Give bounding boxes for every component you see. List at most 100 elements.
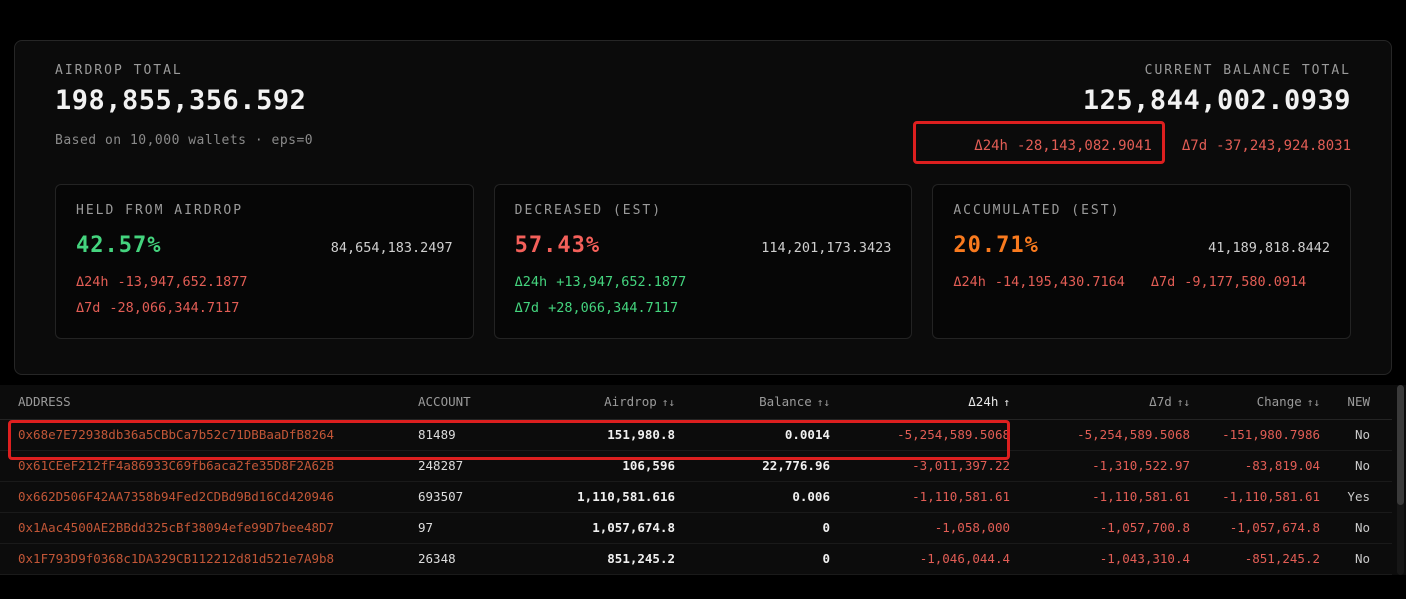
- account-count: 693507: [400, 481, 540, 513]
- decreased-delta-7d-label: Δ7d: [514, 300, 540, 316]
- wallet-address[interactable]: 0x68e7E72938db36a5CBbCa7b52c71DBBaaDfB82…: [0, 419, 400, 451]
- column-header-balance[interactable]: Balance ↑↓: [685, 385, 840, 420]
- new-flag: No: [1330, 419, 1392, 451]
- delta-7d: -5,254,589.5068: [1020, 419, 1200, 451]
- current-balance-value: 125,844,002.0939: [1082, 85, 1351, 116]
- balance-amount: 22,776.96: [685, 450, 840, 482]
- delta-24h: -1,110,581.61: [840, 481, 1020, 513]
- wallet-address[interactable]: 0x1F793D9f0368c1DA329CB112212d81d521e7A9…: [0, 543, 400, 575]
- accumulated-amount: 41,189,818.8442: [1208, 240, 1331, 256]
- airdrop-total-label: AIRDROP TOTAL: [55, 63, 183, 78]
- held-delta-24h: Δ24h -13,947,652.1877: [76, 274, 453, 290]
- percent-row: 20.71% 41,189,818.8442: [953, 233, 1330, 258]
- change-amount: -1,057,674.8: [1200, 512, 1330, 544]
- new-flag: No: [1330, 512, 1392, 544]
- current-balance-deltas: Δ24h -28,143,082.9041 Δ7d -37,243,924.80…: [974, 138, 1351, 154]
- sort-asc-icon[interactable]: ↑: [1003, 396, 1010, 410]
- sort-icon[interactable]: ↑↓: [661, 396, 675, 410]
- delta-7d: -1,110,581.61: [1020, 481, 1200, 513]
- table-row[interactable]: 0x61CEeF212fF4a86933C69fb6aca2fe35D8F2A6…: [0, 450, 1392, 482]
- delta-7d: -1,043,310.4: [1020, 543, 1200, 575]
- held-delta-24h-value: -13,947,652.1877: [117, 274, 248, 290]
- stat-card-accumulated: ACCUMULATED (EST) 20.71% 41,189,818.8442…: [932, 184, 1352, 339]
- stat-cards-row: HELD FROM AIRDROP 42.57% 84,654,183.2497…: [55, 184, 1352, 339]
- wallet-address[interactable]: 0x61CEeF212fF4a86933C69fb6aca2fe35D8F2A6…: [0, 450, 400, 482]
- delta-7d: -1,310,522.97: [1020, 450, 1200, 482]
- balance-delta-7d-label: Δ7d: [1181, 138, 1208, 154]
- balance-delta-7d-value: -37,243,924.8031: [1216, 138, 1351, 154]
- decreased-delta-7d: Δ7d +28,066,344.7117: [515, 300, 892, 316]
- card-title: ACCUMULATED (EST): [953, 203, 1121, 218]
- held-delta-7d-label: Δ7d: [76, 300, 101, 316]
- change-amount: -1,110,581.61: [1200, 481, 1330, 513]
- accumulated-percent: 20.71%: [953, 233, 1039, 258]
- balance-delta-24h-label: Δ24h: [974, 138, 1008, 154]
- accumulated-delta-7d: Δ7d -9,177,580.0914: [1151, 274, 1306, 290]
- accumulated-delta-24h-label: Δ24h: [953, 274, 986, 290]
- airdrop-amount: 1,110,581.616: [540, 481, 685, 513]
- account-count: 26348: [400, 543, 540, 575]
- balance-amount: 0.0014: [685, 419, 840, 451]
- column-header-address: ADDRESS: [0, 385, 400, 420]
- airdrop-amount: 851,245.2: [540, 543, 685, 575]
- balance-delta-24h: Δ24h -28,143,082.9041: [974, 138, 1152, 154]
- held-percent: 42.57%: [76, 233, 162, 258]
- wallet-table: ADDRESS ACCOUNT Airdrop ↑↓ Balance ↑↓ Δ24h…: [0, 385, 1392, 575]
- account-count: 97: [400, 512, 540, 544]
- table-row[interactable]: 0x1F793D9f0368c1DA329CB112212d81d521e7A9…: [0, 543, 1392, 575]
- stat-card-held-from-airdrop: HELD FROM AIRDROP 42.57% 84,654,183.2497…: [55, 184, 474, 339]
- airdrop-amount: 1,057,674.8: [540, 512, 685, 544]
- change-amount: -151,980.7986: [1200, 419, 1330, 451]
- sort-icon[interactable]: ↑↓: [1306, 396, 1320, 410]
- airdrop-total-value: 198,855,356.592: [55, 85, 307, 116]
- held-amount: 84,654,183.2497: [330, 240, 453, 256]
- accumulated-delta-24h: Δ24h -14,195,430.7164: [953, 274, 1125, 290]
- column-header-delta7d[interactable]: Δ7d ↑↓: [1020, 385, 1200, 420]
- table-row[interactable]: 0x662D506F42AA7358b94Fed2CDBd9Bd16Cd4209…: [0, 481, 1392, 513]
- summary-top: AIRDROP TOTAL 198,855,356.592 Based on 1…: [55, 63, 1351, 154]
- card-title: DECREASED (EST): [514, 203, 663, 218]
- card-deltas: Δ24h -14,195,430.7164 Δ7d -9,177,580.091…: [953, 274, 1330, 290]
- accumulated-delta-7d-value: -9,177,580.0914: [1184, 274, 1307, 290]
- table-row[interactable]: 0x1Aac4500AE2BBdd325cBf38094efe99D7bee48…: [0, 512, 1392, 544]
- account-count: 248287: [400, 450, 540, 482]
- airdrop-total-block: AIRDROP TOTAL 198,855,356.592 Based on 1…: [55, 63, 313, 154]
- column-header-account: ACCOUNT: [400, 385, 540, 420]
- percent-row: 42.57% 84,654,183.2497: [76, 233, 453, 258]
- stat-card-decreased: DECREASED (EST) 57.43% 114,201,173.3423 …: [493, 184, 913, 339]
- balance-amount: 0: [685, 512, 840, 544]
- delta-7d: -1,057,700.8: [1020, 512, 1200, 544]
- wallet-address[interactable]: 0x662D506F42AA7358b94Fed2CDBd9Bd16Cd4209…: [0, 481, 400, 513]
- column-header-airdrop[interactable]: Airdrop ↑↓: [540, 385, 685, 420]
- change-amount: -851,245.2: [1200, 543, 1330, 575]
- decreased-percent: 57.43%: [514, 233, 601, 258]
- summary-panel: AIRDROP TOTAL 198,855,356.592 Based on 1…: [14, 40, 1392, 375]
- decreased-delta-24h: Δ24h +13,947,652.1877: [515, 274, 892, 290]
- scrollbar-thumb[interactable]: [1397, 385, 1404, 505]
- current-balance-block: CURRENT BALANCE TOTAL 125,844,002.0939 Δ…: [974, 63, 1351, 154]
- delta-24h: -3,011,397.22: [840, 450, 1020, 482]
- decreased-delta-7d-value: +28,066,344.7117: [548, 300, 679, 316]
- sort-icon[interactable]: ↑↓: [816, 396, 830, 410]
- table-scrollbar[interactable]: [1397, 385, 1404, 575]
- column-header-delta24h[interactable]: Δ24h ↑: [840, 385, 1020, 420]
- delta-24h: -1,046,044.4: [840, 543, 1020, 575]
- column-header-change[interactable]: Change ↑↓: [1200, 385, 1330, 420]
- balance-amount: 0.006: [685, 481, 840, 513]
- balance-delta-7d: Δ7d -37,243,924.8031: [1182, 138, 1351, 154]
- decreased-amount: 114,201,173.3423: [761, 240, 892, 256]
- wallet-address[interactable]: 0x1Aac4500AE2BBdd325cBf38094efe99D7bee48…: [0, 512, 400, 544]
- decreased-delta-24h-label: Δ24h: [514, 274, 548, 290]
- account-count: 81489: [400, 419, 540, 451]
- decreased-delta-24h-value: +13,947,652.1877: [556, 274, 687, 290]
- new-flag: No: [1330, 450, 1392, 482]
- sort-icon[interactable]: ↑↓: [1176, 396, 1190, 410]
- card-deltas: Δ24h +13,947,652.1877 Δ7d +28,066,344.71…: [515, 274, 892, 316]
- card-title: HELD FROM AIRDROP: [76, 203, 244, 218]
- accumulated-delta-24h-value: -14,195,430.7164: [994, 274, 1125, 290]
- airdrop-amount: 106,596: [540, 450, 685, 482]
- held-delta-7d: Δ7d -28,066,344.7117: [76, 300, 453, 316]
- held-delta-24h-label: Δ24h: [76, 274, 109, 290]
- table-row[interactable]: 0x68e7E72938db36a5CBbCa7b52c71DBBaaDfB82…: [0, 419, 1392, 451]
